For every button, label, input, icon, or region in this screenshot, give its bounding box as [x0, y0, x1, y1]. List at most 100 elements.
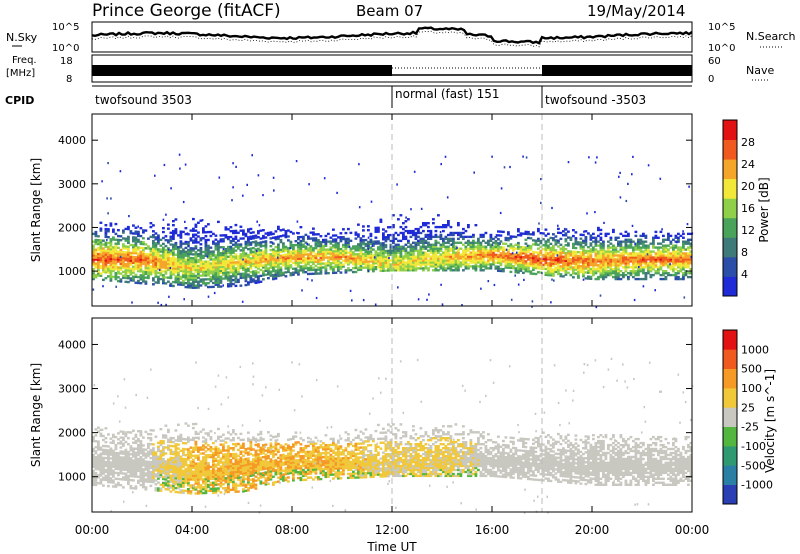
echo-cell	[262, 240, 265, 244]
echo-cell	[129, 469, 133, 472]
echo-cell	[97, 440, 100, 443]
echo-cell	[172, 478, 175, 482]
echo-cell	[587, 277, 590, 280]
echo-cell	[322, 252, 325, 255]
echo-cell	[204, 246, 208, 250]
echo-cell	[479, 259, 483, 262]
echo-cell	[444, 241, 448, 244]
echo-cell	[612, 244, 615, 247]
echo-cell	[137, 430, 140, 433]
echo-cell	[132, 257, 135, 261]
echo-cell	[422, 267, 425, 270]
echo-cell	[147, 247, 150, 250]
echo-cell	[517, 267, 520, 270]
echo-cell	[612, 256, 615, 259]
echo-cell	[392, 267, 395, 270]
echo-cell	[447, 241, 450, 244]
echo-cell	[582, 255, 585, 258]
echo-cell	[179, 267, 183, 271]
echo-cell	[242, 229, 245, 232]
echo-cell	[622, 266, 625, 269]
echo-cell	[182, 262, 185, 265]
echo-cell	[169, 235, 173, 238]
echo-cell	[122, 486, 125, 489]
echo-cell	[547, 246, 550, 249]
echo-cell	[357, 262, 360, 266]
echo-cell	[337, 248, 340, 251]
echo-cell	[177, 265, 180, 268]
echo-cell	[579, 241, 583, 244]
echo-cell	[137, 467, 140, 471]
echo-cell	[249, 280, 253, 284]
echo-cell	[234, 263, 238, 266]
echo-cell	[602, 268, 605, 271]
echo-cell	[664, 277, 668, 281]
echo-cell	[122, 276, 125, 279]
echo-cell	[507, 239, 510, 242]
echo-cell	[687, 248, 690, 251]
echo-cell	[159, 489, 163, 492]
echo-cell	[622, 234, 625, 238]
echo-cell	[499, 260, 503, 263]
echo-cell	[129, 251, 133, 255]
echo-cell	[162, 471, 165, 475]
echo-cell	[444, 255, 448, 258]
colorbar-tick-label: 8	[741, 246, 748, 259]
echo-cell	[189, 247, 193, 250]
echo-cell	[92, 473, 95, 476]
echo-cell	[164, 466, 168, 469]
echo-cell	[259, 251, 263, 254]
echo-cell	[179, 250, 183, 253]
echo-cell	[147, 472, 150, 475]
echo-cell	[152, 265, 155, 268]
echo-cell	[422, 247, 425, 250]
echo-cell	[157, 254, 160, 257]
echo-cell	[569, 252, 573, 255]
echo-cell	[284, 235, 288, 239]
echo-cell	[112, 485, 115, 488]
echo-cell	[589, 254, 593, 257]
echo-cell	[97, 458, 100, 461]
echo-cell	[107, 261, 110, 264]
echo-cell	[359, 258, 363, 262]
echo-cell	[242, 256, 245, 260]
echo-cell	[649, 250, 653, 253]
echo-cell	[439, 230, 442, 234]
echo-cell	[297, 265, 300, 268]
echo-cell	[122, 478, 125, 481]
echo-cell	[459, 261, 463, 264]
echo-cell	[552, 256, 555, 260]
echo-cell	[152, 453, 155, 456]
echo-cell	[122, 254, 125, 258]
echo-cell	[244, 274, 248, 277]
echo-cell	[182, 268, 185, 271]
echo-cell	[277, 243, 280, 246]
echo-cell	[532, 243, 535, 246]
echo-cell	[332, 228, 335, 231]
freq-nave-panel: Freq. [MHz] 18 8 60 0 Nave	[6, 54, 774, 85]
echo-cell	[504, 262, 508, 265]
echo-cell	[172, 269, 175, 272]
echo-cell	[597, 256, 600, 259]
echo-cell	[564, 248, 568, 251]
echo-cell	[494, 245, 498, 249]
echo-cell	[139, 442, 143, 445]
echo-cell	[499, 211, 502, 215]
echo-cell	[127, 482, 130, 486]
echo-cell	[354, 231, 358, 234]
echo-cell	[327, 248, 330, 251]
echo-cell	[94, 465, 98, 469]
echo-cell	[117, 234, 120, 238]
echo-cell	[484, 231, 488, 235]
echo-cell	[417, 239, 420, 243]
echo-cell	[144, 247, 148, 250]
echo-cell	[152, 283, 155, 286]
echo-cell	[489, 263, 493, 266]
echo-cell	[194, 278, 198, 281]
echo-cell	[342, 243, 345, 247]
echo-cell	[132, 479, 135, 482]
echo-cell	[184, 246, 188, 250]
echo-cell	[619, 240, 623, 243]
echo-cell	[557, 257, 560, 260]
echo-cell	[262, 264, 265, 267]
